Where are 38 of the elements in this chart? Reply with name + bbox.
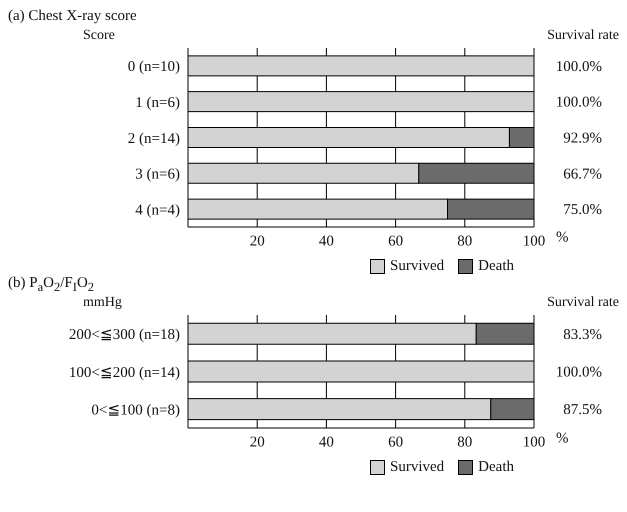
y-tick-label: 200<≦300 (n=18) [68,327,180,344]
text: Survival rate [547,28,619,44]
y-tick-label: 4 (n=4) [135,202,180,218]
x-tick-label: 100 [522,234,546,250]
data-label: 83.3% [563,326,602,343]
chart-title: (a) Chest X-ray score [8,8,138,26]
y-tick-label: 3 (n=6) [135,166,180,183]
text: (b) P$_{a}$O$_{2}$/F$_{I}$O$_{2}$ [8,275,96,295]
legend-label: Death [478,458,514,476]
data-label: 100.0% [556,364,602,380]
x-axis-title: % [556,229,568,246]
legend-label: Survived [390,257,444,275]
x-tick-label: 40 [318,234,334,250]
x-tick-label: 20 [250,434,265,451]
y-tick-label: 2 (n=14) [128,130,180,147]
y-axis-title: mmHg [83,295,122,311]
data-label: 87.5% [563,402,602,418]
x-tick-label: 40 [318,434,334,451]
x-tick-label: 80 [457,234,472,250]
y-tick-label: 0<≦100 (n=8) [91,402,180,418]
data-label: 100.0% [556,58,602,75]
y-tick-label: 1 (n=6) [135,95,180,112]
x-tick-label: 60 [388,234,404,250]
legend-label: Death [478,257,514,275]
x-tick-label: 100 [522,434,546,451]
x-tick-label: 80 [457,434,472,451]
text: Survival rate [547,295,619,311]
x-tick-label: 60 [388,434,404,451]
data-label: 75.0% [563,202,602,218]
y-tick-label: 0 (n=10) [128,59,180,76]
y-axis-title: Score [83,28,115,44]
data-label: 100.0% [556,94,602,111]
x-tick-label: 20 [250,234,265,250]
y-tick-label: 100<≦200 (n=14) [68,364,180,381]
data-label: 92.9% [563,130,602,146]
legend-label: Survived [390,458,444,476]
x-axis-title: % [556,430,568,446]
data-label: 66.7% [563,166,602,182]
